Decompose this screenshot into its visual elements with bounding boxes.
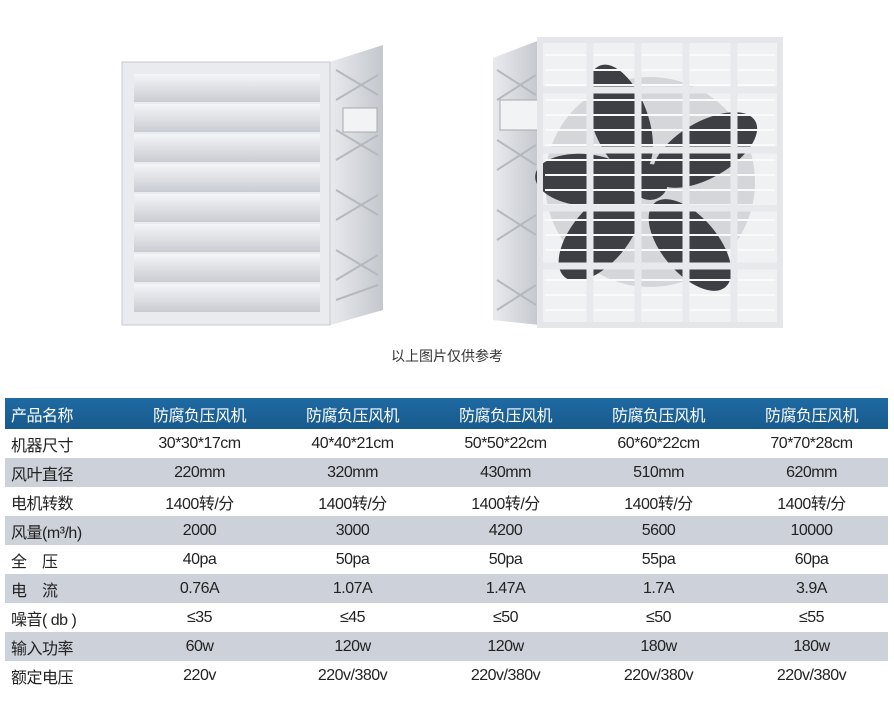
row-label: 电 流: [5, 574, 123, 603]
row-label: 风量(m³/h): [5, 516, 123, 545]
spec-cell: 320mm: [276, 458, 429, 487]
spec-table: 产品名称 防腐负压风机 防腐负压风机 防腐负压风机 防腐负压风机 防腐负压风机 …: [5, 398, 888, 690]
spec-cell: 1400转/分: [276, 487, 429, 516]
table-row: 额定电压 220v 220v/380v 220v/380v 220v/380v 220v/…: [5, 661, 888, 690]
spec-cell: ≤50: [582, 603, 735, 632]
table-row: 风量(m³/h) 2000 3000 4200 5600 10000: [5, 516, 888, 545]
spec-cell: 4200: [429, 516, 582, 545]
spec-cell: 620mm: [735, 458, 888, 487]
spec-cell: 180w: [582, 632, 735, 661]
spec-cell: 60*60*22cm: [582, 429, 735, 458]
louver-fan-image: [121, 45, 383, 326]
spec-cell: 40*40*21cm: [276, 429, 429, 458]
image-disclaimer: 以上图片仅供参考: [391, 349, 503, 365]
row-label: 机器尺寸: [5, 429, 123, 458]
spec-cell: 60w: [123, 632, 276, 661]
spec-cell: 3000: [276, 516, 429, 545]
spec-cell: 120w: [276, 632, 429, 661]
product-images: [0, 0, 894, 340]
spec-cell: 70*70*28cm: [735, 429, 888, 458]
spec-cell: 180w: [735, 632, 888, 661]
spec-cell: 2000: [123, 516, 276, 545]
table-row: 电 流 0.76A 1.07A 1.47A 1.7A 3.9A: [5, 574, 888, 603]
spec-cell: 1400转/分: [582, 487, 735, 516]
fan-illustrations: [121, 37, 783, 328]
table-header-row: 产品名称 防腐负压风机 防腐负压风机 防腐负压风机 防腐负压风机 防腐负压风机: [5, 398, 888, 429]
spec-cell: 430mm: [429, 458, 582, 487]
header-cell: 防腐负压风机: [429, 398, 582, 429]
row-label: 全 压: [5, 545, 123, 574]
spec-cell: 120w: [429, 632, 582, 661]
spec-cell: 220v/380v: [582, 661, 735, 690]
header-cell: 防腐负压风机: [276, 398, 429, 429]
table-row: 机器尺寸 30*30*17cm 40*40*21cm 50*50*22cm 60*60*…: [5, 429, 888, 458]
spec-cell: ≤50: [429, 603, 582, 632]
header-label: 产品名称: [5, 398, 123, 429]
spec-cell: 3.9A: [735, 574, 888, 603]
spec-cell: 510mm: [582, 458, 735, 487]
spec-cell: 5600: [582, 516, 735, 545]
spec-cell: 220v/380v: [429, 661, 582, 690]
spec-cell: 50pa: [276, 545, 429, 574]
row-label: 输入功率: [5, 632, 123, 661]
spec-cell: 40pa: [123, 545, 276, 574]
spec-cell: 220v: [123, 661, 276, 690]
table-row: 风叶直径 220mm 320mm 430mm 510mm 620mm: [5, 458, 888, 487]
spec-cell: 1400转/分: [735, 487, 888, 516]
spec-cell: 1.07A: [276, 574, 429, 603]
row-label: 额定电压: [5, 661, 123, 690]
spec-cell: 1400转/分: [123, 487, 276, 516]
spec-cell: 30*30*17cm: [123, 429, 276, 458]
row-label: 电机转数: [5, 487, 123, 516]
spec-cell: 220v/380v: [276, 661, 429, 690]
spec-cell: 0.76A: [123, 574, 276, 603]
spec-cell: 60pa: [735, 545, 888, 574]
spec-cell: ≤55: [735, 603, 888, 632]
header-cell: 防腐负压风机: [735, 398, 888, 429]
spec-cell: 220v/380v: [735, 661, 888, 690]
spec-cell: 55pa: [582, 545, 735, 574]
table-row: 全 压 40pa 50pa 50pa 55pa 60pa: [5, 545, 888, 574]
header-cell: 防腐负压风机: [123, 398, 276, 429]
spec-cell: 1.7A: [582, 574, 735, 603]
header-cell: 防腐负压风机: [582, 398, 735, 429]
spec-cell: 1400转/分: [429, 487, 582, 516]
spec-cell: 220mm: [123, 458, 276, 487]
spec-cell: ≤35: [123, 603, 276, 632]
spec-cell: 50pa: [429, 545, 582, 574]
row-label: 风叶直径: [5, 458, 123, 487]
spec-cell: 1.47A: [429, 574, 582, 603]
spec-cell: ≤45: [276, 603, 429, 632]
table-row: 输入功率 60w 120w 120w 180w 180w: [5, 632, 888, 661]
spec-cell: 50*50*22cm: [429, 429, 582, 458]
table-row: 噪音( db ) ≤35 ≤45 ≤50 ≤50 ≤55: [5, 603, 888, 632]
grille-fan-image: [493, 37, 783, 328]
table-row: 电机转数 1400转/分 1400转/分 1400转/分 1400转/分 1400转/分: [5, 487, 888, 516]
spec-cell: 10000: [735, 516, 888, 545]
row-label: 噪音( db ): [5, 603, 123, 632]
